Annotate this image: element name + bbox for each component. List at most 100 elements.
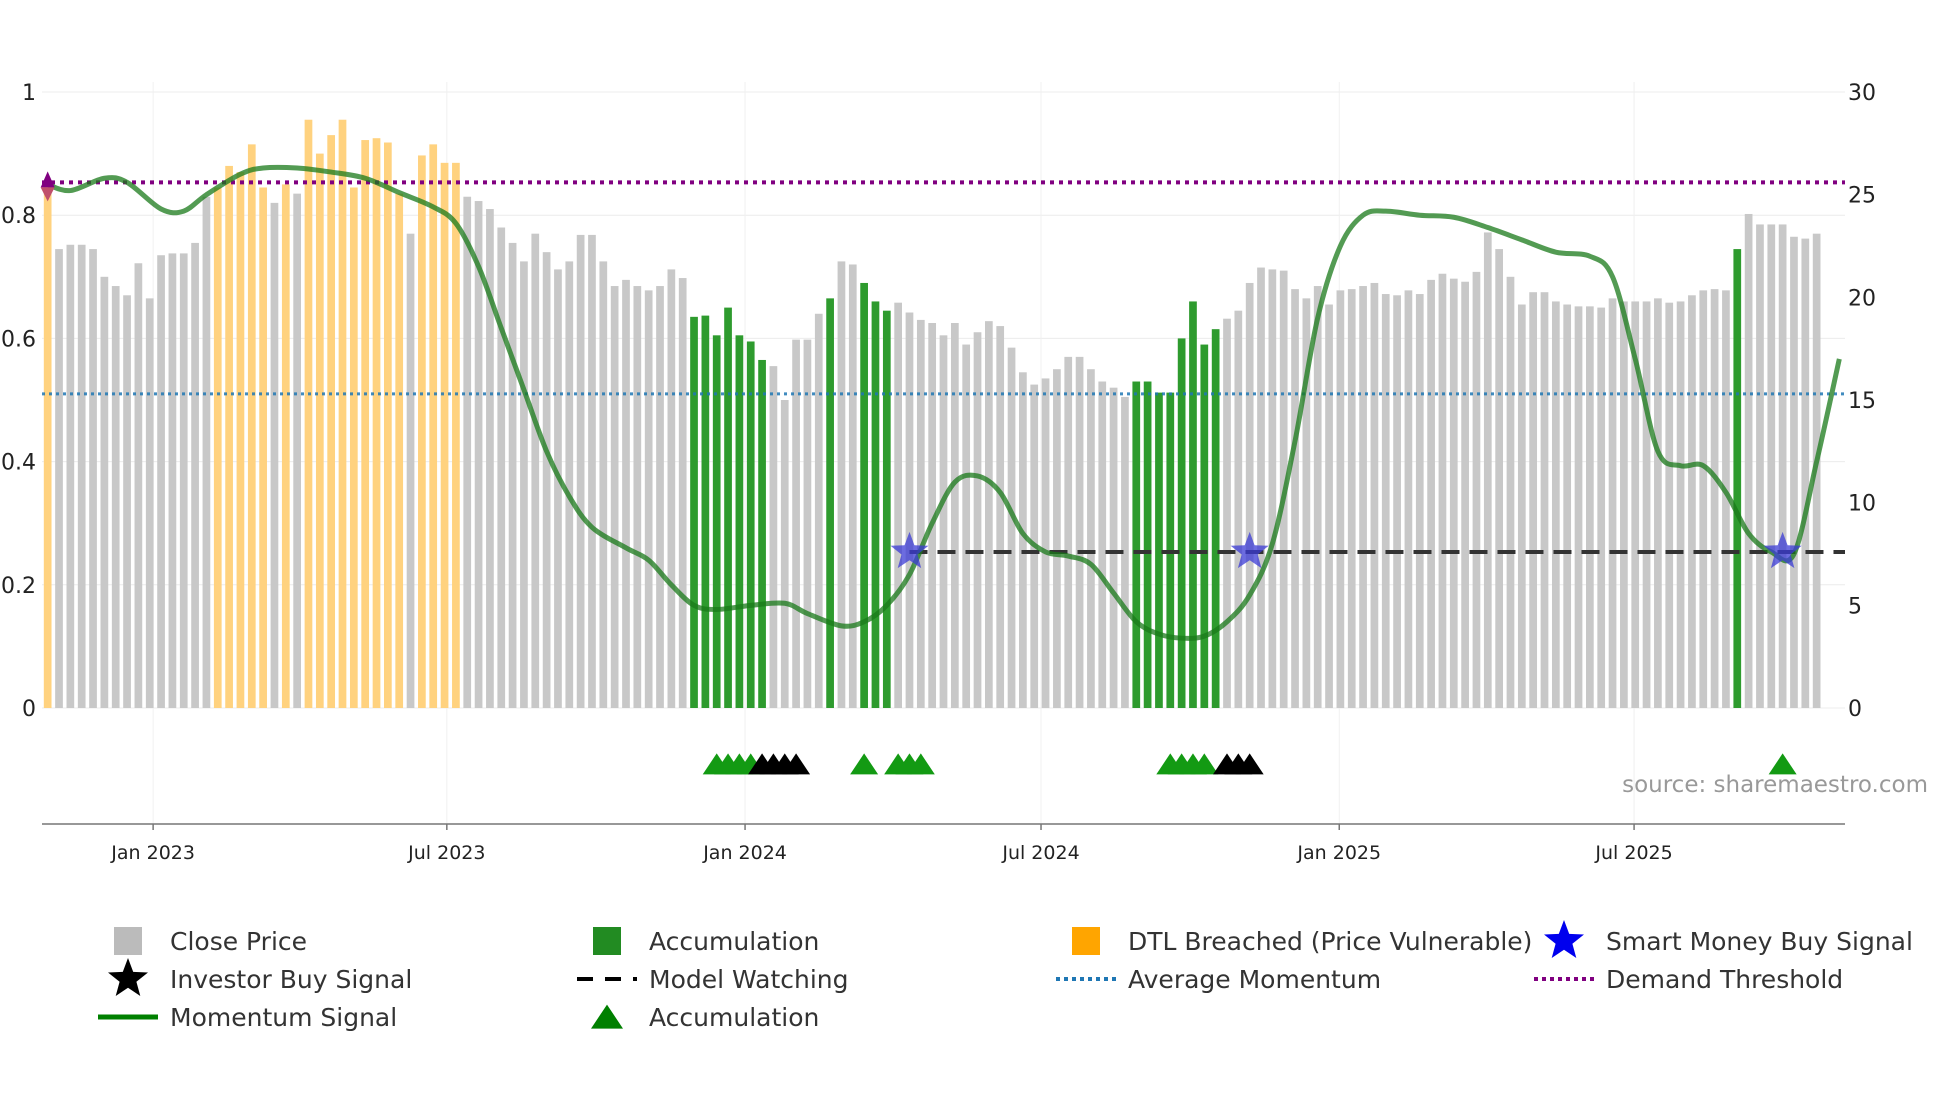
x-tick-label: Jul 2025 [1594, 842, 1672, 864]
close-price-bar [769, 366, 778, 708]
left-tick-label: 1 [22, 81, 36, 106]
close-price-bar [905, 312, 914, 708]
left-tick-label: 0.6 [1, 327, 36, 352]
close-price-bar [191, 242, 199, 709]
right-tick-label: 0 [1848, 697, 1862, 722]
close-price-bar [985, 321, 993, 708]
legend-square-icon [114, 927, 142, 955]
close-price-bar [77, 244, 86, 708]
close-price-bar [599, 261, 608, 708]
right-tick-label: 25 [1848, 184, 1876, 209]
close-price-bar [1041, 378, 1050, 708]
close-price-bar [950, 323, 959, 708]
close-price-bar [1778, 224, 1787, 708]
dtl-breached-bar [225, 165, 233, 709]
start-marker [40, 171, 55, 188]
close-price-bar [123, 295, 131, 708]
dtl-breached-bar [247, 144, 256, 709]
dtl-breached-bar [236, 172, 245, 708]
close-price-bar [1234, 310, 1243, 708]
close-price-bar [1257, 267, 1265, 708]
close-price-bar [656, 286, 664, 708]
right-tick-label: 10 [1848, 492, 1876, 517]
close-price-bar [202, 196, 211, 708]
smart-money-buy-star [1230, 531, 1269, 569]
right-tick-label: 15 [1848, 389, 1876, 414]
accumulation-bar [746, 341, 755, 708]
x-tick-label: Jan 2023 [110, 842, 195, 864]
dtl-breached-bar [213, 187, 222, 709]
left-axis: 0 0.2 0.4 0.6 0.8 1 [1, 81, 36, 722]
legend-label: Close Price [170, 927, 307, 956]
close-price-bar [996, 326, 1005, 708]
accumulation-bar [1143, 381, 1152, 708]
close-price-bar [157, 255, 165, 709]
legend-label: Investor Buy Signal [170, 965, 412, 994]
dtl-breached-bar [395, 193, 404, 708]
close-price-bar [916, 319, 925, 708]
close-price-bar [293, 193, 301, 708]
close-price-bar [973, 332, 982, 708]
close-price-bar [1699, 290, 1708, 708]
close-price-bar [1449, 278, 1458, 708]
accumulation-bar [1155, 392, 1163, 708]
left-tick-label: 0 [22, 697, 36, 722]
close-price-bar [667, 269, 676, 708]
accumulation-bar [1211, 329, 1220, 708]
close-price-bar [1597, 307, 1606, 708]
accumulation-bar [701, 315, 710, 708]
close-price-bar [179, 253, 188, 708]
close-price-bar [1347, 289, 1356, 708]
close-price-bars [43, 119, 1821, 709]
legend-star-icon [108, 958, 148, 996]
close-price-bar [1019, 372, 1027, 708]
close-price-bar [837, 261, 846, 708]
accumulation-bar [1189, 301, 1197, 708]
close-price-bar [1064, 356, 1073, 708]
close-price-bar [1517, 304, 1526, 708]
right-tick-label: 20 [1848, 286, 1876, 311]
right-axis: 0 5 10 15 20 25 30 [1848, 81, 1876, 722]
close-price-bar [780, 400, 789, 708]
legend-star-icon [1544, 920, 1584, 958]
close-price-bar [1540, 292, 1549, 708]
close-price-bar [1665, 302, 1674, 708]
accumulation-bar [871, 301, 880, 708]
left-tick-label: 0.2 [1, 574, 36, 599]
accumulation-marker [906, 753, 935, 775]
dtl-breached-bar [327, 135, 336, 708]
close-price-bar [1075, 356, 1084, 708]
accumulation-bar [712, 335, 721, 708]
smart-money-buy-star [1763, 531, 1802, 569]
close-price-bar [1053, 369, 1061, 708]
accumulation-bar [860, 282, 868, 708]
legend-label: Average Momentum [1128, 965, 1381, 994]
close-price-bar [1551, 301, 1560, 708]
legend-label: DTL Breached (Price Vulnerable) [1128, 927, 1532, 956]
close-price-bar [1495, 249, 1503, 708]
dtl-breached-bar [259, 187, 267, 709]
close-price-bar [1404, 290, 1413, 708]
close-price-bar [1121, 396, 1129, 708]
close-price-bar [622, 279, 630, 708]
close-price-bar [1438, 273, 1447, 708]
close-price-bar [111, 286, 120, 708]
legend-label: Momentum Signal [170, 1003, 397, 1032]
close-price-bar [89, 249, 97, 708]
dtl-breached-bar [281, 184, 290, 708]
investor-buy-marker [782, 753, 811, 775]
accumulation-bar [724, 307, 732, 708]
close-price-bar [1268, 269, 1277, 708]
start-marker-lower [40, 187, 55, 202]
legend-label: Demand Threshold [1606, 965, 1843, 994]
close-price-bar [406, 233, 415, 708]
x-tick-label: Jul 2023 [407, 842, 485, 864]
legend-square-icon [1072, 927, 1100, 955]
close-price-bar [894, 302, 902, 708]
close-price-bar [1415, 294, 1424, 708]
legend-label: Model Watching [649, 965, 849, 994]
close-price-bar [542, 252, 551, 708]
dtl-breached-bar [440, 162, 449, 709]
close-price-bar [962, 344, 971, 708]
